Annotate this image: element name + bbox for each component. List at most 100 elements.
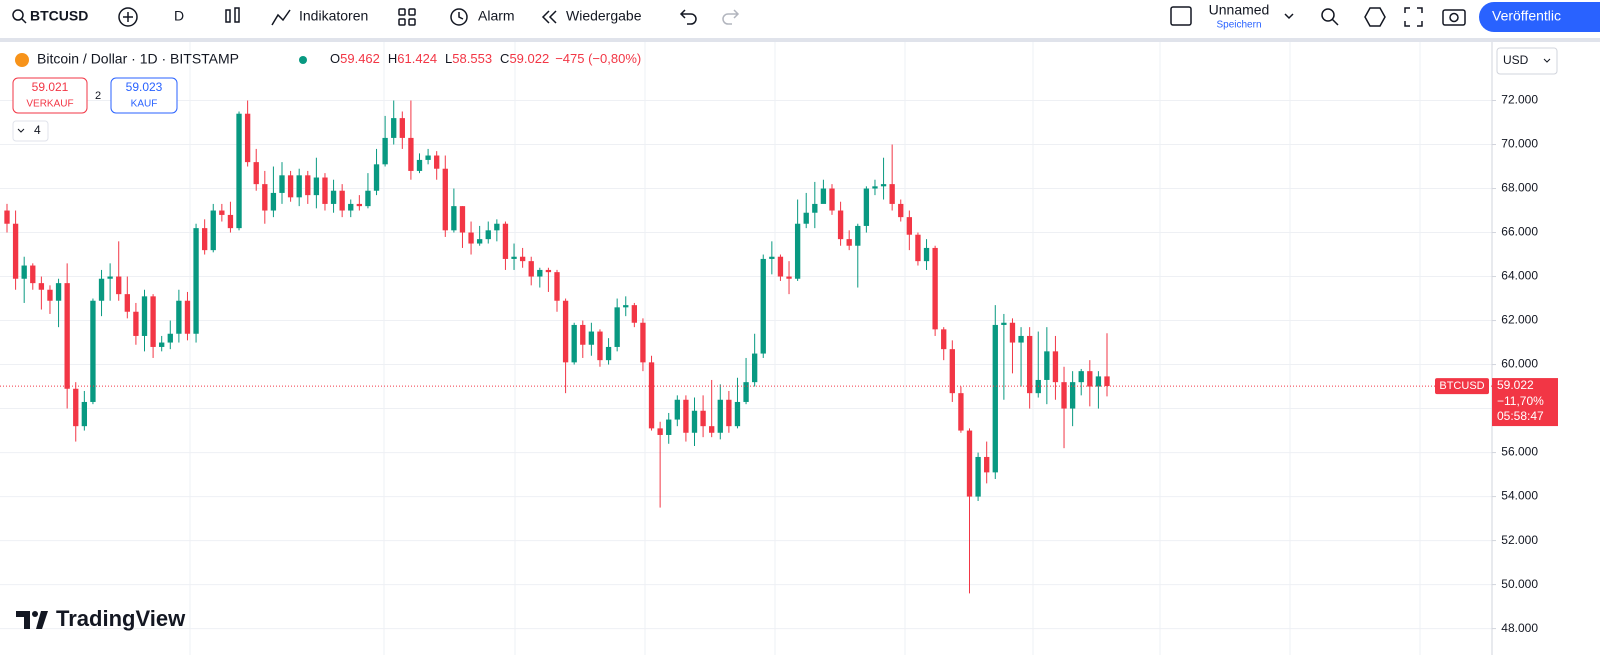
buy-button[interactable]: [110, 77, 178, 114]
candle-body: [399, 118, 405, 138]
add-symbol[interactable]: [118, 7, 138, 27]
redo[interactable]: [722, 9, 740, 25]
buy-price[interactable]: 59.023: [126, 80, 163, 94]
candle-body: [1044, 351, 1050, 380]
candle-body: [442, 168, 448, 231]
currency-button[interactable]: [1496, 47, 1558, 75]
chart-style[interactable]: [225, 7, 240, 23]
ohlc-label: L: [445, 51, 452, 66]
candle-body: [562, 300, 569, 363]
price-tag-change: −11,70%: [1497, 394, 1544, 408]
replay-button[interactable]: Wiedergabe: [541, 8, 642, 24]
symbol-search[interactable]: BTCUSD: [12, 8, 88, 24]
candle-body: [691, 410, 698, 433]
indicators[interactable]: Indikatoren: [299, 8, 368, 24]
fullscreen[interactable]: [1404, 7, 1423, 27]
quick-search[interactable]: [1321, 8, 1339, 26]
replay[interactable]: Wiedergabe: [566, 8, 642, 24]
candle-body: [193, 228, 199, 334]
candle-body: [73, 388, 79, 427]
layout-icon[interactable]: [1170, 6, 1192, 26]
candle-body: [219, 210, 225, 215]
candle-body: [425, 155, 431, 160]
candle-body: [133, 311, 139, 336]
candle-body: [1104, 376, 1110, 387]
candle-body: [786, 276, 792, 279]
candle-body: [640, 322, 646, 363]
candle-body: [709, 426, 715, 433]
toolbar: [0, 0, 1600, 38]
candle-body: [674, 399, 680, 420]
undo[interactable]: [679, 9, 697, 25]
ohlc: O59.462 H61.424 L58.553 C59.022 −475 (−0,80%…: [330, 51, 641, 66]
candle-body: [150, 296, 156, 347]
ohlc-value: 58.553: [452, 51, 492, 66]
alert-button[interactable]: Alarm: [450, 8, 515, 26]
currency[interactable]: USD: [1503, 53, 1529, 67]
templates[interactable]: [398, 8, 416, 26]
candle-body: [287, 175, 294, 198]
time-grid: [189, 42, 1421, 655]
publish-button[interactable]: [1479, 2, 1600, 32]
sell-price[interactable]: 59.021: [32, 80, 69, 94]
candle-body: [236, 113, 242, 229]
settings[interactable]: [1364, 7, 1386, 27]
candle-body: [55, 283, 62, 301]
candle-body: [537, 269, 543, 277]
symbol[interactable]: BTCUSD: [30, 8, 88, 24]
sell-button[interactable]: [12, 77, 88, 114]
candle-body: [313, 177, 320, 196]
currency-menu[interactable]: [1543, 58, 1551, 63]
y-tick-label: 72.000: [1501, 93, 1538, 107]
buy-label[interactable]: KAUF: [131, 99, 158, 110]
candle-body: [898, 203, 904, 218]
candle-body: [159, 342, 165, 347]
brand: TradingView: [56, 606, 186, 631]
candle-body: [382, 137, 388, 165]
y-tick-label: 64.000: [1501, 269, 1538, 283]
candle-body: [812, 203, 818, 213]
candle-body: [743, 382, 749, 402]
candle-body: [889, 184, 895, 204]
coin-icon: [15, 53, 29, 67]
y-tick-label: 52.000: [1501, 533, 1538, 547]
candle-body: [339, 190, 345, 211]
candle-body: [631, 305, 638, 323]
ohlc-value: 61.424: [397, 51, 437, 66]
layout-status[interactable]: Speichern: [1216, 20, 1261, 31]
toggle-arrow[interactable]: [17, 128, 25, 133]
candle-body: [519, 256, 526, 262]
candle-body: [434, 155, 440, 169]
candle-body: [502, 223, 509, 259]
interval[interactable]: D: [174, 8, 184, 24]
candle-body: [820, 188, 827, 204]
candle-body: [734, 401, 741, 427]
candle-body: [683, 399, 689, 433]
indicator-count[interactable]: 4: [34, 123, 41, 137]
sell-label[interactable]: VERKAUF: [26, 99, 73, 110]
legend-title: Bitcoin / Dollar · 1D · BITSTAMP: [37, 51, 239, 67]
publish[interactable]: Veröffentlic: [1492, 8, 1561, 24]
candle-body: [528, 261, 534, 277]
screenshot[interactable]: [1442, 9, 1466, 26]
indicators-button[interactable]: Indikatoren: [271, 8, 368, 26]
candle-body: [1009, 322, 1016, 343]
candle-body: [992, 324, 998, 473]
candle-body: [915, 234, 921, 262]
candle-body: [726, 399, 732, 427]
brand-logo-dot: [32, 611, 38, 617]
candle-body: [416, 159, 423, 171]
layout-menu[interactable]: [1284, 13, 1294, 20]
candle-body: [184, 300, 191, 334]
candle-body: [846, 239, 852, 246]
candle-body: [476, 239, 483, 244]
candle-body: [373, 164, 380, 191]
alert[interactable]: Alarm: [478, 8, 515, 24]
candle-body: [81, 401, 88, 427]
layout-name[interactable]: Unnamed: [1209, 2, 1270, 18]
indicators-toggle[interactable]: [12, 120, 49, 142]
candle-body: [605, 346, 612, 361]
price-tag-bg: [1492, 378, 1558, 427]
candle-body: [12, 223, 19, 279]
candle-body: [958, 393, 964, 431]
